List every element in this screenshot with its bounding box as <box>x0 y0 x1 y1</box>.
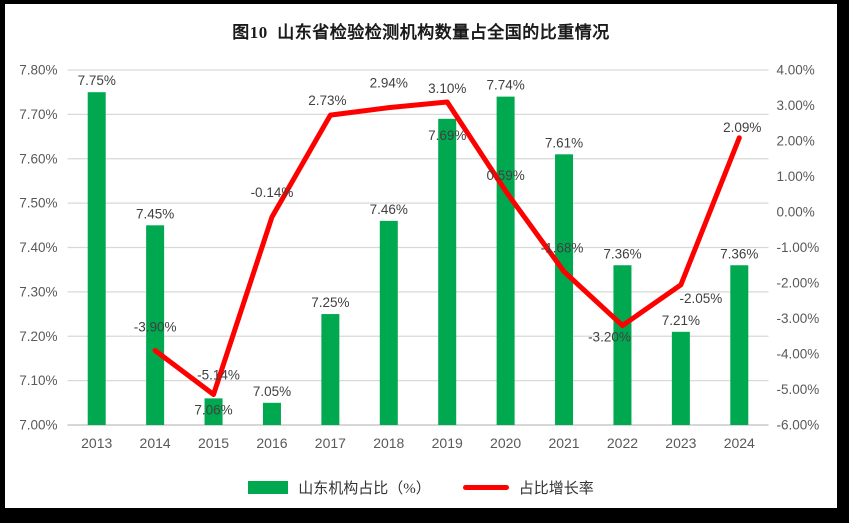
x-axis-label-2020: 2020 <box>490 435 521 451</box>
x-axis-label-2017: 2017 <box>315 435 346 451</box>
bar-2021 <box>555 154 574 425</box>
left-axis-tick: 7.00% <box>19 418 57 433</box>
left-axis-tick: 7.80% <box>19 63 57 78</box>
bar-2016 <box>262 402 281 425</box>
left-axis-tick: 7.60% <box>19 151 57 166</box>
bar-label: 7.36% <box>603 246 641 261</box>
right-axis-tick: -4.00% <box>777 347 820 362</box>
right-axis-tick: 3.00% <box>777 98 815 113</box>
chart-panel: 图10 山东省检验检测机构数量占全国的比重情况 7.75% 7.45% 7.06% 7… <box>5 4 837 508</box>
left-axis-tick: 7.50% <box>19 196 57 211</box>
bar-2023 <box>671 331 690 425</box>
right-axis-tick: -1.00% <box>777 240 820 255</box>
x-axis-label-2021: 2021 <box>548 435 579 451</box>
bar-label: 7.21% <box>662 313 700 328</box>
growth-line <box>152 99 742 397</box>
left-axis-tick: 7.30% <box>19 284 57 299</box>
right-axis-tick: 0.00% <box>777 205 815 220</box>
right-axis-tick: -2.00% <box>777 276 820 291</box>
line-label: 2.94% <box>370 76 408 91</box>
legend-line-swatch-icon <box>462 485 509 490</box>
bar-label: 7.61% <box>545 135 583 150</box>
x-axis-label-2018: 2018 <box>373 435 404 451</box>
bar-2015 <box>204 398 223 425</box>
line-label: -3.20% <box>588 330 631 345</box>
legend-line-label: 占比增长率 <box>518 481 594 497</box>
bar-2022 <box>613 265 632 425</box>
right-axis-tick: 4.00% <box>777 63 815 78</box>
legend: 山东机构占比（%） 占比增长率 <box>5 477 837 498</box>
bar-label: 7.74% <box>486 78 524 93</box>
legend-bar-label: 山东机构占比（%） <box>298 481 431 497</box>
bar-label: 7.06% <box>194 402 232 417</box>
line-label: 0.59% <box>486 168 524 183</box>
line-label: -1.68% <box>541 241 584 256</box>
x-axis-label-2022: 2022 <box>607 435 638 451</box>
line-label: -3.90% <box>134 319 177 334</box>
bar-label: 7.46% <box>370 202 408 217</box>
x-axis-label-2023: 2023 <box>665 435 696 451</box>
bar-2017 <box>321 314 340 425</box>
bar-label: 7.05% <box>253 384 291 399</box>
x-axis-label-2016: 2016 <box>256 435 287 451</box>
line-label: -2.05% <box>679 291 722 306</box>
combo-chart: 7.75% 7.45% 7.06% 7.05% 7.25% 7.46% 7.69% 7.74%… <box>19 63 820 452</box>
chart-title: 图10 山东省检验检测机构数量占全国的比重情况 <box>232 23 610 42</box>
right-axis-tick: 2.00% <box>777 134 815 149</box>
bar-2024 <box>730 265 749 425</box>
x-axis-label-2019: 2019 <box>432 435 463 451</box>
left-axis-tick: 7.10% <box>19 373 57 388</box>
left-axis-tick: 7.40% <box>19 240 57 255</box>
bar-2018 <box>379 220 398 425</box>
left-axis-tick: 7.70% <box>19 107 57 122</box>
bar-2020 <box>496 96 515 425</box>
bar-2019 <box>438 118 457 425</box>
line-label: -0.14% <box>251 185 294 200</box>
bar-label: 7.36% <box>720 246 758 261</box>
line-label: 2.09% <box>723 120 761 135</box>
bar-2014 <box>146 225 165 425</box>
x-axis-label-2024: 2024 <box>724 435 755 451</box>
bar-2013 <box>87 92 106 425</box>
legend-bar-swatch-icon <box>248 481 289 494</box>
right-axis-tick: -3.00% <box>777 311 820 326</box>
line-label: 2.73% <box>308 93 346 108</box>
right-axis-tick: 1.00% <box>777 169 815 184</box>
right-axis-tick: -6.00% <box>777 418 820 433</box>
x-axis-label-2013: 2013 <box>81 435 112 451</box>
x-axis-label-2014: 2014 <box>140 435 171 451</box>
line-label: 3.10% <box>428 81 466 96</box>
bar-label: 7.25% <box>311 295 349 310</box>
bar-label: 7.75% <box>78 73 116 88</box>
right-axis-tick: -5.00% <box>777 382 820 397</box>
x-axis-label-2015: 2015 <box>198 435 229 451</box>
bar-label: 7.69% <box>428 128 466 143</box>
line-label: -5.14% <box>197 367 240 382</box>
bar-label: 7.45% <box>136 206 174 221</box>
left-axis-tick: 7.20% <box>19 329 57 344</box>
